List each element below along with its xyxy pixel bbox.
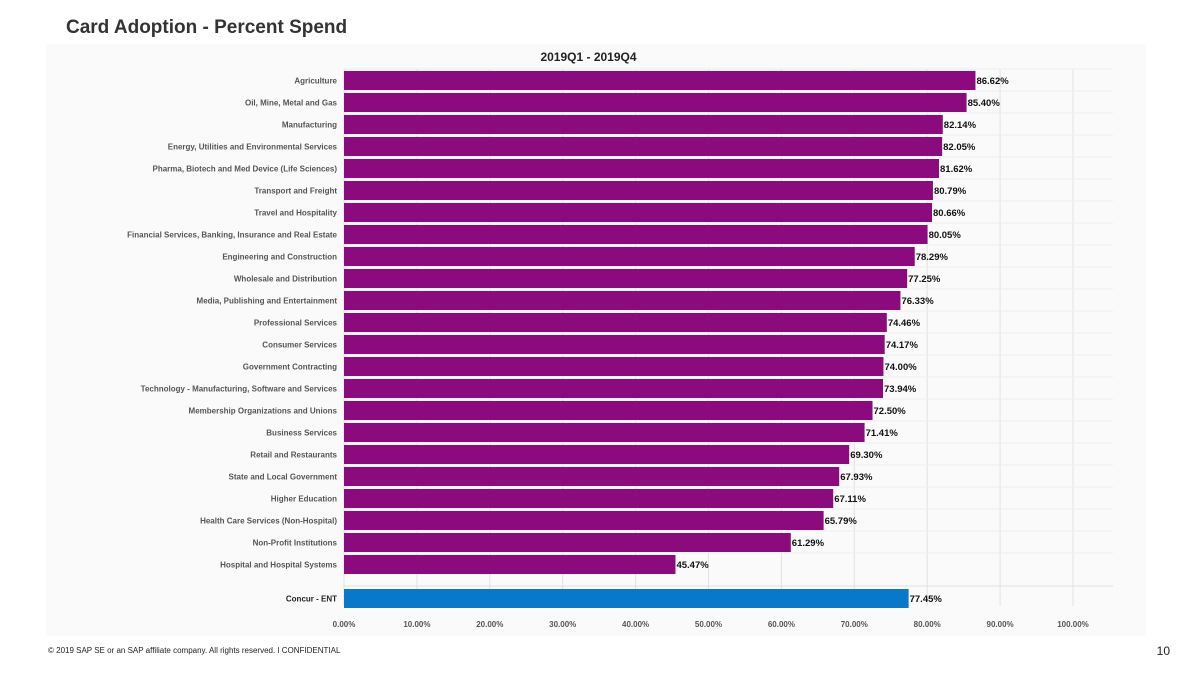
bar <box>344 555 676 574</box>
x-tick-label: 70.00% <box>841 620 868 629</box>
category-label: Pharma, Biotech and Med Device (Life Sci… <box>152 165 337 174</box>
bar <box>344 225 928 244</box>
x-tick-label: 20.00% <box>476 620 503 629</box>
data-label: 81.62% <box>940 164 973 175</box>
category-label: Government Contracting <box>243 363 337 372</box>
category-label: Technology - Manufacturing, Software and… <box>141 385 338 394</box>
x-tick-label: 60.00% <box>768 620 795 629</box>
bar <box>344 269 908 288</box>
category-label: Wholesale and Distribution <box>234 275 337 284</box>
x-tick-label: 0.00% <box>333 620 356 629</box>
data-label: 78.29% <box>916 252 949 263</box>
bar <box>344 489 834 508</box>
category-label: Manufacturing <box>282 121 337 130</box>
data-label: 67.93% <box>840 472 873 483</box>
x-tick-label: 100.00% <box>1057 620 1089 629</box>
category-label: Transport and Freight <box>254 187 337 196</box>
category-label: Engineering and Construction <box>222 253 337 262</box>
x-tick-label: 10.00% <box>403 620 430 629</box>
data-label: 73.94% <box>884 384 917 395</box>
chart-panel: 2019Q1 - 2019Q4 0.00% 10.00% 20.00% 30.00% 40… <box>46 44 1146 636</box>
bar <box>344 247 915 266</box>
bar <box>344 401 873 420</box>
data-label: 69.30% <box>850 450 883 461</box>
slide-title: Card Adoption - Percent Spend <box>66 17 348 38</box>
data-label: 80.05% <box>929 230 962 241</box>
data-label: 74.46% <box>888 318 921 329</box>
category-label: Travel and Hospitality <box>254 209 337 218</box>
bar <box>344 357 884 376</box>
category-label: Media, Publishing and Entertainment <box>197 297 338 306</box>
category-label: Higher Education <box>271 495 337 504</box>
category-label: Hospital and Hospital Systems <box>220 561 337 570</box>
bar <box>344 335 885 354</box>
data-label: 80.66% <box>933 208 966 219</box>
x-tick-label: 30.00% <box>549 620 576 629</box>
data-label: 82.05% <box>943 142 976 153</box>
bar <box>344 93 967 112</box>
category-label: Professional Services <box>254 319 338 328</box>
bar <box>344 291 901 310</box>
bar-chart: 2019Q1 - 2019Q4 0.00% 10.00% 20.00% 30.00% 40… <box>127 50 1113 629</box>
chart-title: 2019Q1 - 2019Q4 <box>540 50 636 64</box>
bar <box>344 181 933 200</box>
footer-copyright: © 2019 SAP SE or an SAP affiliate compan… <box>48 646 341 655</box>
x-tick-label: 90.00% <box>987 620 1014 629</box>
data-label: 76.33% <box>901 296 934 307</box>
benchmark-data-label: 77.45% <box>910 594 943 605</box>
data-label: 65.79% <box>825 516 858 527</box>
page-number: 10 <box>1156 644 1170 658</box>
category-label: Retail and Restaurants <box>250 451 337 460</box>
bar <box>344 379 884 398</box>
category-label: Business Services <box>266 429 337 438</box>
bar <box>344 137 943 156</box>
category-label: Financial Services, Banking, Insurance a… <box>127 231 337 240</box>
category-label: Energy, Utilities and Environmental Serv… <box>168 143 338 152</box>
data-label: 82.14% <box>944 120 977 131</box>
category-label: Agriculture <box>294 77 337 86</box>
bar <box>344 533 791 552</box>
data-label: 71.41% <box>866 428 899 439</box>
bar <box>344 423 865 442</box>
data-label: 80.79% <box>934 186 967 197</box>
category-label: Oil, Mine, Metal and Gas <box>245 99 338 108</box>
data-label: 74.17% <box>886 340 919 351</box>
bar <box>344 445 850 464</box>
bar <box>344 115 943 134</box>
benchmark-label: Concur - ENT <box>286 595 337 604</box>
category-label: State and Local Government <box>229 473 338 482</box>
category-label: Consumer Services <box>262 341 337 350</box>
bar <box>344 203 933 222</box>
benchmark-bar <box>344 589 909 608</box>
x-tick-label: 80.00% <box>914 620 941 629</box>
data-label: 77.25% <box>908 274 941 285</box>
data-label: 86.62% <box>976 76 1009 87</box>
category-label: Membership Organizations and Unions <box>189 407 338 416</box>
data-label: 45.47% <box>676 560 709 571</box>
bar <box>344 71 976 90</box>
data-label: 85.40% <box>968 98 1001 109</box>
bar <box>344 511 824 530</box>
category-label: Non-Profit Institutions <box>253 539 338 548</box>
data-label: 61.29% <box>792 538 825 549</box>
bar <box>344 313 887 332</box>
category-label: Health Care Services (Non-Hospital) <box>200 517 337 526</box>
data-label: 67.11% <box>834 494 866 505</box>
bar <box>344 467 840 486</box>
bar <box>344 159 940 178</box>
data-label: 72.50% <box>874 406 907 417</box>
x-tick-label: 40.00% <box>622 620 649 629</box>
data-label: 74.00% <box>884 362 917 373</box>
x-tick-label: 50.00% <box>695 620 722 629</box>
